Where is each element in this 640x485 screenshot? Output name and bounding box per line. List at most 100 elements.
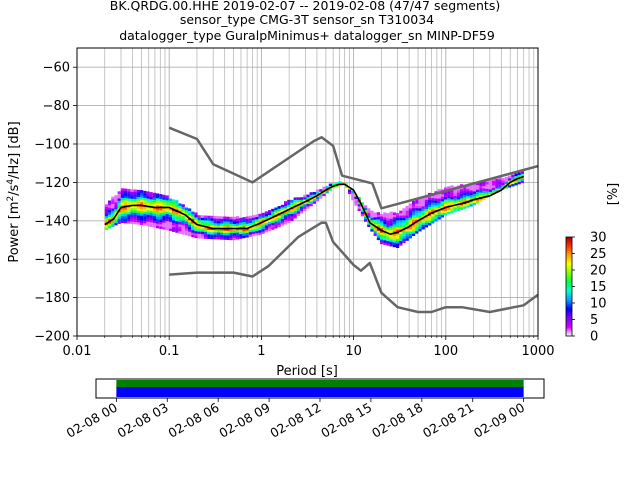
psd-cell <box>165 202 169 205</box>
psd-cell <box>399 236 403 239</box>
psd-cell <box>197 226 201 230</box>
psd-cell <box>136 205 140 209</box>
psd-cell <box>168 219 172 222</box>
psd-cell <box>316 196 320 200</box>
psd-cell <box>143 195 147 198</box>
psd-cell <box>370 224 374 227</box>
psd-cell <box>191 211 195 215</box>
psd-cell <box>504 176 508 180</box>
psd-cell <box>434 216 438 220</box>
psd-cell <box>405 217 409 221</box>
psd-cell <box>168 203 172 206</box>
psd-cell <box>354 203 358 206</box>
psd-cell <box>287 199 291 203</box>
psd-cell <box>498 179 502 182</box>
psd-cell <box>351 195 355 198</box>
psd-cell <box>450 196 454 200</box>
psd-cell <box>140 201 144 205</box>
psd-cell <box>466 188 470 192</box>
psd-cell <box>130 203 134 206</box>
psd-cell <box>239 229 243 232</box>
psd-cell <box>188 213 192 216</box>
psd-cell <box>239 222 243 225</box>
psd-cell <box>466 195 470 199</box>
psd-cell <box>268 214 272 218</box>
psd-cell <box>482 183 486 187</box>
psd-cell <box>418 205 422 209</box>
psd-cell <box>152 211 156 214</box>
psd-cell <box>104 225 108 228</box>
psd-cell <box>232 232 236 236</box>
psd-cell <box>242 219 246 222</box>
psd-cell <box>104 218 108 221</box>
psd-cell <box>354 200 358 204</box>
psd-cell <box>108 209 112 213</box>
psd-cell <box>152 197 156 200</box>
psd-cell <box>168 207 172 211</box>
psd-cell <box>428 199 432 203</box>
psd-cell <box>184 207 188 211</box>
psd-cell <box>114 209 118 212</box>
psd-cell <box>284 203 288 207</box>
psd-cell <box>402 233 406 237</box>
psd-cell <box>255 219 259 222</box>
psd-cell <box>402 208 406 211</box>
psd-cell <box>328 188 332 191</box>
psd-cell <box>309 194 313 198</box>
psd-cell <box>146 212 150 215</box>
psd-cell <box>431 207 435 210</box>
psd-cell <box>287 220 291 224</box>
psd-cell <box>520 178 524 181</box>
psd-cell <box>437 216 441 220</box>
psd-cell <box>367 210 371 214</box>
psd-cell <box>357 203 361 207</box>
psd-cell <box>498 188 502 192</box>
psd-cell <box>172 224 176 228</box>
psd-cell <box>127 188 131 192</box>
psd-cell <box>271 218 275 221</box>
psd-cell <box>408 226 412 230</box>
psd-cell <box>149 208 153 211</box>
psd-cell <box>376 232 380 236</box>
psd-cell <box>248 231 252 235</box>
psd-cell <box>120 215 124 219</box>
psd-cell <box>146 209 150 213</box>
psd-cell <box>127 221 131 224</box>
psd-cell <box>178 224 182 227</box>
psd-cell <box>418 212 422 216</box>
psd-cell <box>159 226 163 229</box>
psd-cell <box>511 174 515 178</box>
plot-frame <box>76 47 539 337</box>
psd-cell <box>223 230 227 233</box>
psd-cell <box>152 220 156 223</box>
psd-cell <box>159 210 163 213</box>
psd-cell <box>508 175 512 179</box>
psd-cell <box>389 225 393 228</box>
psd-cell <box>245 228 249 231</box>
psd-cell <box>386 233 390 237</box>
psd-cell <box>178 212 182 216</box>
psd-cell <box>133 191 137 195</box>
psd-cell <box>447 202 451 206</box>
psd-cell <box>194 224 198 227</box>
psd-cell <box>348 191 352 195</box>
psd-cell <box>450 208 454 211</box>
psd-cell <box>456 190 460 193</box>
psd-cell <box>453 200 457 203</box>
psd-cell <box>396 240 400 244</box>
psd-cell <box>136 222 140 225</box>
psd-cell <box>184 212 188 215</box>
psd-cell <box>255 230 259 234</box>
psd-cell <box>373 219 377 222</box>
psd-cell <box>108 223 112 227</box>
psd-cell <box>111 224 115 227</box>
psd-cell <box>213 220 217 224</box>
psd-cell <box>431 200 435 203</box>
psd-cell <box>280 218 284 222</box>
psd-cell <box>293 199 297 203</box>
psd-cell <box>223 216 227 220</box>
psd-cell <box>415 231 419 234</box>
psd-cell <box>322 188 326 192</box>
psd-cell <box>111 203 115 207</box>
